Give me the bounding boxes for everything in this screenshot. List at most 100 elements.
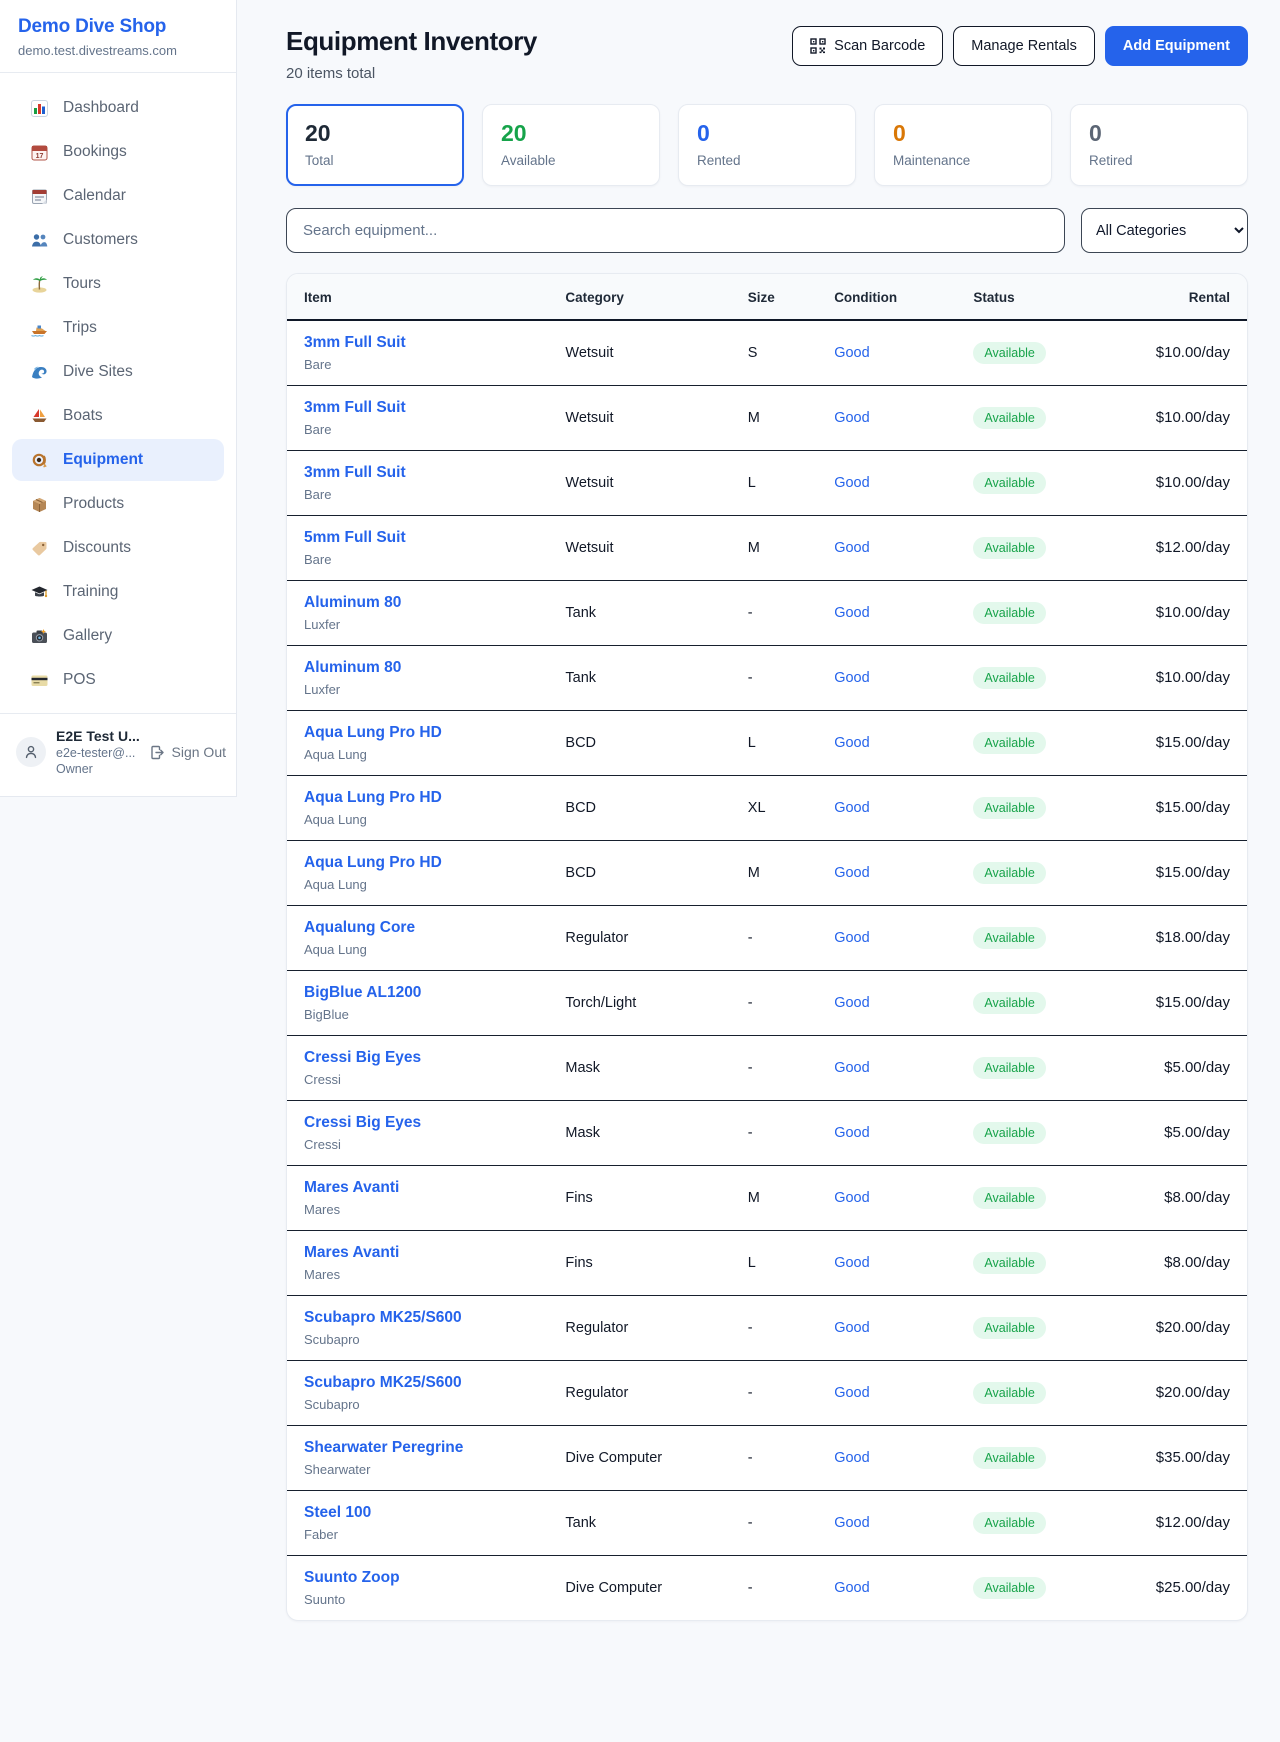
rental-price: $20.00/day [1155,1319,1230,1336]
item-name-link[interactable]: Shearwater Peregrine [304,1439,464,1456]
stat-card-maintenance[interactable]: 0 Maintenance [874,104,1052,186]
item-name-link[interactable]: Steel 100 [304,1504,372,1521]
sidebar-item-products[interactable]: Products [12,483,224,525]
condition-link[interactable]: Good [834,800,870,816]
item-name-link[interactable]: 3mm Full Suit [304,464,406,481]
barcode-icon [810,38,826,54]
column-header-category: Category [565,274,748,321]
item-brand: Bare [304,487,332,502]
condition-link[interactable]: Good [834,1125,870,1141]
scan-barcode-button[interactable]: Scan Barcode [792,26,944,66]
pos-icon [30,671,49,690]
search-input[interactable] [286,208,1065,253]
status-badge: Available [973,667,1046,689]
item-name-link[interactable]: Suunto Zoop [304,1569,400,1586]
sidebar-item-equipment[interactable]: Equipment [12,439,224,481]
condition-link[interactable]: Good [834,735,870,751]
status-badge: Available [973,537,1046,559]
item-size: - [747,1450,753,1466]
condition-link[interactable]: Good [834,475,870,491]
item-category: BCD [565,865,597,881]
item-category: Mask [565,1060,601,1076]
condition-link[interactable]: Good [834,930,870,946]
sidebar-item-tours[interactable]: Tours [12,263,224,305]
condition-link[interactable]: Good [834,865,870,881]
item-size: - [747,605,753,621]
item-name-link[interactable]: Scubapro MK25/S600 [304,1309,462,1326]
item-brand: Scubapro [304,1397,360,1412]
dashboard-icon [30,99,49,118]
table-row: Aqua Lung Pro HD Aqua Lung BCD L Good Availab… [287,710,1247,776]
condition-link[interactable]: Good [834,1320,870,1336]
sidebar-item-calendar[interactable]: Calendar [12,175,224,217]
condition-link[interactable]: Good [834,1060,870,1076]
sidebar-item-boats[interactable]: Boats [12,395,224,437]
sidebar-item-customers[interactable]: Customers [12,219,224,261]
condition-link[interactable]: Good [834,345,870,361]
item-name-link[interactable]: Mares Avanti [304,1244,400,1261]
item-category: Regulator [565,930,629,946]
rental-price: $8.00/day [1164,1189,1230,1206]
item-name-link[interactable]: Aqua Lung Pro HD [304,724,442,741]
stat-value: 20 [305,120,331,146]
rental-price: $15.00/day [1155,994,1230,1011]
sidebar-divider-bottom [0,713,236,714]
item-name-link[interactable]: 3mm Full Suit [304,334,406,351]
stat-card-retired[interactable]: 0 Retired [1070,104,1248,186]
sidebar-item-gallery[interactable]: Gallery [12,615,224,657]
item-name-link[interactable]: Aqualung Core [304,919,416,936]
stat-label: Total [305,153,334,168]
stat-card-available[interactable]: 20 Available [482,104,660,186]
add-equipment-button[interactable]: Add Equipment [1104,26,1248,66]
condition-link[interactable]: Good [834,1580,870,1596]
item-name-link[interactable]: 5mm Full Suit [304,529,406,546]
condition-link[interactable]: Good [834,995,870,1011]
item-size: S [747,345,758,361]
item-name-link[interactable]: BigBlue AL1200 [304,984,422,1001]
calendar-icon [30,187,49,206]
condition-link[interactable]: Good [834,1450,870,1466]
sidebar-item-dive-sites[interactable]: Dive Sites [12,351,224,393]
item-name-link[interactable]: Cressi Big Eyes [304,1114,422,1131]
sign-out-button[interactable]: Sign Out [149,744,226,761]
sidebar-item-bookings[interactable]: 17 Bookings [12,131,224,173]
condition-link[interactable]: Good [834,1255,870,1271]
sidebar-item-pos[interactable]: POS [12,659,224,701]
sidebar-item-discounts[interactable]: Discounts [12,527,224,569]
stat-card-total[interactable]: 20 Total [286,104,464,186]
item-name-link[interactable]: 3mm Full Suit [304,399,406,416]
condition-link[interactable]: Good [834,410,870,426]
equipment-table: Item Category Size Condition Status Rental 3m… [287,274,1247,1620]
condition-link[interactable]: Good [834,1385,870,1401]
manage-rentals-button[interactable]: Manage Rentals [953,26,1095,66]
item-category: Torch/Light [565,995,637,1011]
table-header-row: Item Category Size Condition Status Rental [287,274,1247,321]
item-category: Mask [565,1125,601,1141]
status-badge: Available [973,1122,1046,1144]
item-name-link[interactable]: Aluminum 80 [304,659,402,676]
item-name-link[interactable]: Scubapro MK25/S600 [304,1374,462,1391]
status-badge: Available [973,1512,1046,1534]
item-name-link[interactable]: Aluminum 80 [304,594,402,611]
condition-link[interactable]: Good [834,605,870,621]
item-size: - [747,1320,753,1336]
column-header-rental: Rental [1136,274,1247,321]
sidebar-item-label: Dive Sites [63,363,133,380]
stat-card-rented[interactable]: 0 Rented [678,104,856,186]
item-size: - [747,930,753,946]
table-row: Aqualung Core Aqua Lung Regulator - Good Avai… [287,905,1247,971]
condition-link[interactable]: Good [834,1190,870,1206]
item-name-link[interactable]: Mares Avanti [304,1179,400,1196]
sidebar-item-dashboard[interactable]: Dashboard [12,87,224,129]
item-name-link[interactable]: Aqua Lung Pro HD [304,789,442,806]
brand-title[interactable]: Demo Dive Shop [18,16,167,37]
item-name-link[interactable]: Aqua Lung Pro HD [304,854,442,871]
category-select[interactable]: All Categories [1081,208,1248,253]
bookings-icon: 17 [30,143,49,162]
sidebar-item-trips[interactable]: Trips [12,307,224,349]
condition-link[interactable]: Good [834,1515,870,1531]
item-name-link[interactable]: Cressi Big Eyes [304,1049,422,1066]
sidebar-item-training[interactable]: Training [12,571,224,613]
condition-link[interactable]: Good [834,540,870,556]
condition-link[interactable]: Good [834,670,870,686]
